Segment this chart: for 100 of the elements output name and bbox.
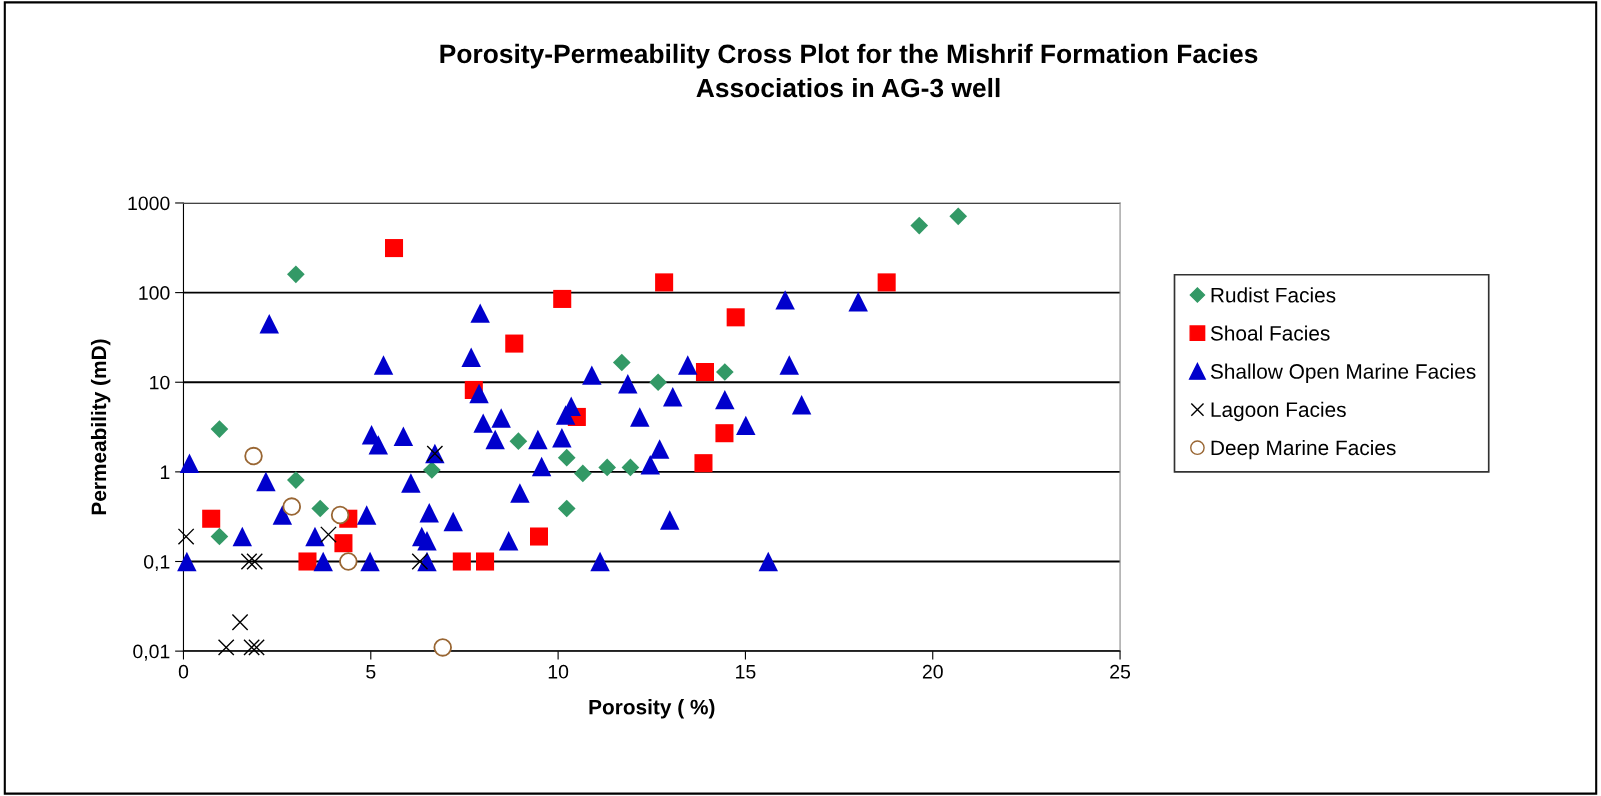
point — [726, 308, 745, 327]
point — [360, 551, 380, 572]
point — [411, 553, 429, 570]
point — [476, 552, 495, 571]
y-tick-label: 1000 — [128, 196, 170, 211]
point — [775, 290, 795, 310]
point — [177, 528, 195, 545]
point — [510, 483, 530, 503]
point — [339, 552, 358, 571]
point — [282, 497, 301, 516]
x-tick-label: 0 — [178, 664, 189, 679]
point — [311, 499, 330, 518]
point — [243, 639, 260, 656]
point — [469, 383, 489, 404]
point — [433, 638, 452, 657]
point — [715, 389, 735, 410]
point — [320, 526, 337, 543]
point — [305, 526, 325, 547]
point — [528, 429, 548, 450]
point — [553, 289, 572, 308]
point — [443, 511, 463, 532]
chart-title: Porosity-Permeability Cross Plot for the Mishrif Formation Facies Associatios in AG-3 well — [440, 43, 1258, 98]
point — [232, 526, 253, 547]
point — [557, 499, 576, 518]
legend-label: Rudist Facies — [1211, 287, 1336, 303]
point — [298, 552, 317, 571]
point — [877, 273, 896, 292]
point — [423, 461, 441, 479]
point — [695, 363, 714, 382]
point — [384, 239, 404, 258]
point — [555, 405, 576, 425]
y-tick-label: 0,01 — [133, 644, 170, 661]
point — [848, 292, 868, 312]
point — [244, 446, 263, 466]
point — [660, 510, 680, 530]
point — [217, 639, 235, 656]
point — [598, 458, 617, 477]
point — [452, 552, 471, 571]
legend-label: Shoal Facies — [1210, 325, 1330, 341]
point — [640, 455, 660, 475]
point — [531, 456, 552, 477]
point — [179, 453, 200, 473]
point — [694, 454, 713, 473]
point — [715, 363, 734, 381]
point — [621, 458, 640, 477]
point — [473, 413, 493, 433]
point — [612, 353, 631, 372]
point — [248, 639, 265, 656]
point — [655, 273, 674, 292]
point — [649, 439, 670, 459]
point — [334, 534, 353, 553]
point — [791, 395, 812, 415]
y-tick-label: 100 — [139, 286, 170, 300]
y-tick-label: 0,1 — [144, 554, 170, 572]
point — [210, 527, 229, 546]
point — [590, 551, 610, 572]
point — [715, 424, 734, 443]
y-tick-label: 10 — [150, 375, 170, 390]
point — [491, 408, 511, 428]
point — [529, 527, 549, 546]
x-axis-title: Porosity ( %) — [589, 699, 715, 719]
point — [231, 613, 249, 631]
point — [330, 505, 350, 525]
y-axis-title: Permeability (mD) — [90, 339, 111, 515]
point — [246, 553, 263, 570]
point — [649, 373, 667, 392]
point — [509, 432, 528, 451]
point — [485, 429, 505, 450]
point — [618, 374, 638, 394]
point — [202, 509, 221, 528]
point — [373, 355, 394, 375]
point — [470, 303, 490, 323]
point — [779, 355, 799, 375]
point — [240, 553, 258, 570]
point — [552, 428, 572, 448]
point — [574, 464, 592, 483]
point — [678, 355, 698, 375]
point — [663, 386, 683, 407]
legend-label: Deep Marine Facies — [1211, 439, 1396, 460]
point — [758, 551, 778, 572]
point — [910, 216, 929, 235]
point — [401, 473, 421, 493]
point — [356, 505, 377, 525]
point — [461, 347, 481, 367]
point — [256, 471, 276, 492]
x-tick-label: 10 — [548, 664, 569, 679]
point — [949, 207, 968, 226]
point — [582, 365, 602, 385]
x-tick-label: 5 — [366, 665, 376, 679]
point — [259, 313, 279, 334]
point — [272, 505, 293, 525]
point — [210, 420, 229, 438]
point — [736, 415, 756, 436]
point — [177, 551, 197, 572]
point — [417, 531, 437, 551]
x-tick-label: 25 — [1110, 664, 1131, 679]
point — [419, 503, 439, 523]
point — [287, 471, 305, 489]
point — [630, 407, 650, 427]
point — [393, 426, 414, 446]
